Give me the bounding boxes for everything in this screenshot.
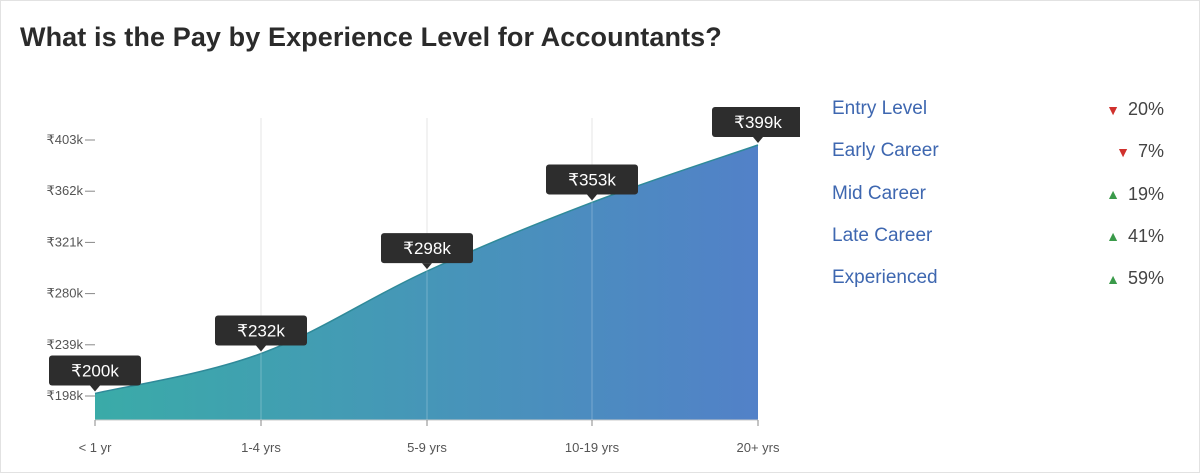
legend-change: ▲ 41%	[1106, 226, 1164, 247]
legend-row-mid-career[interactable]: Mid Career ▲ 19%	[832, 181, 1172, 223]
y-tick-label: ₹280k	[47, 286, 84, 301]
salary-line	[94, 144, 759, 395]
legend-label: Experienced	[832, 267, 938, 289]
x-tick-label: 10-19 yrs	[565, 440, 620, 455]
legend-change-value: 20%	[1127, 99, 1164, 119]
legend-change-value: 19%	[1127, 183, 1164, 204]
value-tooltip-box	[49, 355, 141, 386]
legend-change: ▼ 20%	[1106, 99, 1164, 120]
arrow-up-icon: ▲	[1106, 228, 1120, 245]
y-tick-label: ₹362k	[47, 183, 84, 198]
x-tick-label: 20+ yrs	[737, 440, 780, 455]
value-label: ₹200k	[71, 362, 119, 381]
page-title: What is the Pay by Experience Level for …	[20, 22, 722, 52]
value-tooltip-box	[381, 233, 473, 264]
legend-change-value: 41%	[1127, 225, 1164, 246]
legend-change-value: 7%	[1137, 141, 1164, 162]
legend-change-value: 59%	[1127, 268, 1164, 289]
experience-pay-chart: ₹198k ₹239k ₹280k ₹321k ₹362k ₹403k < 1 yr 1-4 …	[47, 106, 800, 455]
legend-row-early-career[interactable]: Early Career ▼ 7%	[832, 138, 1172, 180]
arrow-up-icon: ▲	[1106, 270, 1120, 287]
experience-legend: Entry Level ▼ 20% Early Career ▼ 7% Mid …	[832, 96, 1172, 307]
value-tooltip-pointer	[90, 385, 100, 392]
y-tick-label: ₹239k	[47, 337, 84, 352]
legend-label: Early Career	[832, 140, 939, 162]
y-tick-label: ₹403k	[47, 132, 84, 147]
arrow-down-icon: ▼	[1106, 101, 1120, 118]
value-label: ₹232k	[237, 322, 285, 341]
x-tick-label: 1-4 yrs	[241, 440, 281, 455]
salary-area	[95, 144, 758, 420]
legend-row-entry-level[interactable]: Entry Level ▼ 20%	[832, 96, 1172, 138]
value-tooltip-box	[546, 164, 638, 195]
value-tooltip: ₹298k	[381, 233, 473, 270]
y-tick-label: ₹321k	[47, 234, 84, 249]
x-tick-label: < 1 yr	[79, 440, 113, 455]
value-label: ₹353k	[568, 170, 616, 189]
value-tooltip: ₹353k	[546, 164, 638, 201]
value-label: ₹298k	[403, 239, 451, 258]
legend-change: ▲ 19%	[1106, 184, 1164, 205]
x-tick-label: 5-9 yrs	[407, 440, 447, 455]
y-tick-label: ₹198k	[47, 388, 84, 403]
legend-label: Late Career	[832, 224, 933, 246]
legend-label: Entry Level	[832, 98, 928, 119]
legend-change: ▲ 59%	[1106, 268, 1164, 289]
value-tooltip-pointer	[753, 136, 763, 143]
value-tooltip-pointer	[422, 263, 432, 270]
value-label: ₹399k	[734, 113, 782, 132]
arrow-down-icon: ▼	[1116, 143, 1130, 160]
value-tooltip-box	[215, 315, 307, 346]
value-tooltip-pointer	[256, 345, 266, 352]
value-tooltip: ₹200k	[49, 355, 141, 392]
value-tooltip: ₹232k	[215, 315, 307, 352]
legend-row-late-career[interactable]: Late Career ▲ 41%	[832, 223, 1172, 265]
arrow-up-icon: ▲	[1106, 186, 1120, 203]
legend-label: Mid Career	[832, 182, 926, 204]
value-tooltip-pointer	[587, 194, 597, 201]
legend-row-experienced[interactable]: Experienced ▲ 59%	[832, 265, 1172, 307]
legend-change: ▼ 7%	[1116, 141, 1164, 162]
value-tooltip-box	[712, 106, 800, 137]
value-tooltip: ₹399k	[712, 106, 800, 143]
